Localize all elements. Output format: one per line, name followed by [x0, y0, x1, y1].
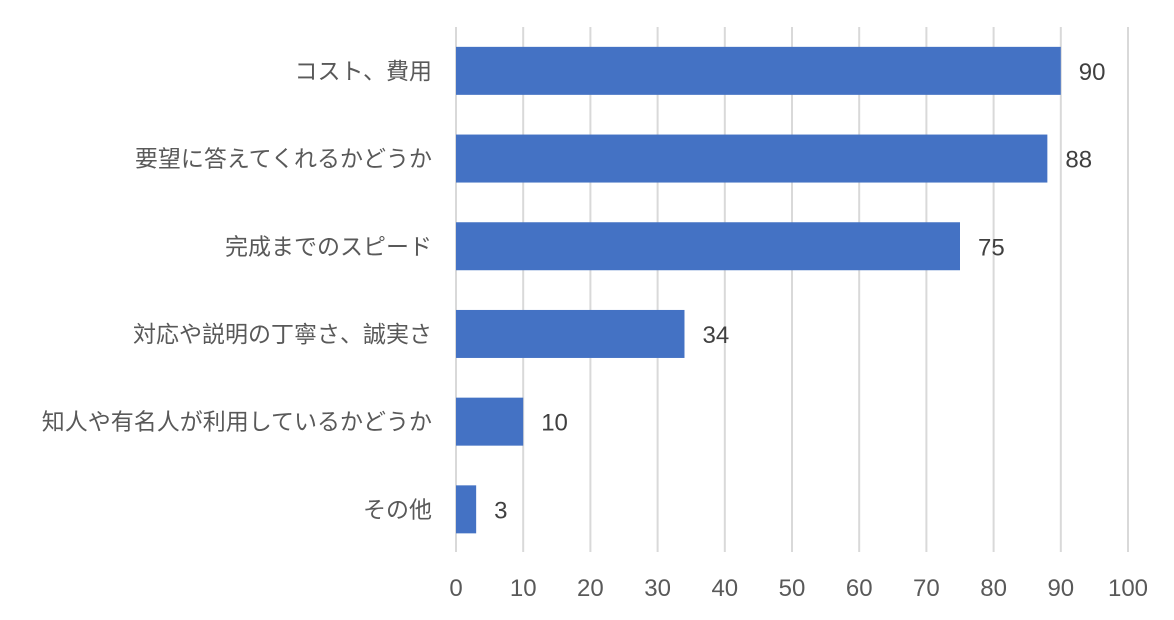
- x-tick-label: 100: [1108, 575, 1148, 602]
- gridlines: [455, 27, 1129, 552]
- bars: [456, 46, 1061, 534]
- category-label: 要望に答えてくれるかどうか: [135, 147, 432, 173]
- data-label: 10: [541, 410, 568, 437]
- category-label: 知人や有名人が利用しているかどうか: [42, 410, 432, 436]
- category-label: コスト、費用: [294, 59, 432, 85]
- x-tick-label: 60: [846, 575, 873, 602]
- bar: [456, 222, 960, 271]
- x-tick-label: 0: [449, 575, 462, 602]
- x-tick-label: 10: [510, 575, 537, 602]
- bar: [456, 485, 477, 534]
- x-tick-label: 20: [577, 575, 604, 602]
- x-tick-label: 30: [644, 575, 671, 602]
- data-label: 75: [978, 234, 1005, 261]
- bar: [456, 46, 1061, 95]
- data-label: 34: [702, 322, 729, 349]
- category-label: その他: [363, 497, 432, 523]
- x-tick-label: 50: [779, 575, 806, 602]
- x-tick-label: 70: [913, 575, 940, 602]
- x-tick-label: 40: [711, 575, 738, 602]
- category-label: 対応や説明の丁寧さ、誠実さ: [133, 322, 432, 348]
- bar: [456, 134, 1048, 183]
- data-label: 88: [1065, 147, 1092, 174]
- data-labels: 90 88 75 34 10 3: [494, 59, 1105, 524]
- data-label: 3: [494, 497, 507, 524]
- x-tick-label: 90: [1047, 575, 1074, 602]
- x-tick-label: 80: [980, 575, 1007, 602]
- x-axis-tick-labels: 0 10 20 30 40 50 60 70 80 90 100: [449, 575, 1148, 602]
- category-label: 完成までのスピード: [225, 234, 432, 260]
- bar: [456, 309, 685, 358]
- bar: [456, 397, 524, 446]
- data-label: 90: [1079, 59, 1106, 86]
- category-labels: コスト、費用要望に答えてくれるかどうか完成までのスピード対応や説明の丁寧さ、誠実…: [42, 59, 432, 523]
